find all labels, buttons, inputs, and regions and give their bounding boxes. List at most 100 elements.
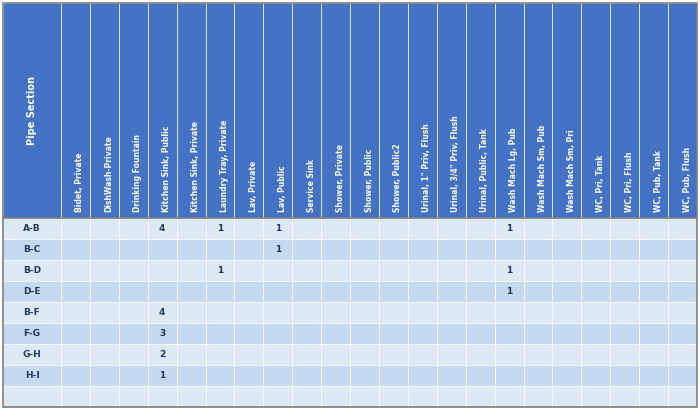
Bar — [119, 281, 148, 302]
Bar — [639, 302, 668, 323]
Bar — [495, 302, 524, 323]
Text: Lav, Public: Lav, Public — [278, 165, 287, 212]
Text: WC, Pub, Tank: WC, Pub, Tank — [654, 150, 663, 212]
Text: Lav, Private: Lav, Private — [249, 161, 258, 212]
Text: 1: 1 — [217, 224, 223, 233]
Bar — [408, 302, 437, 323]
Bar — [524, 386, 552, 407]
Bar — [119, 323, 148, 344]
Bar — [350, 386, 379, 407]
Bar — [495, 239, 524, 260]
Text: Service Sink: Service Sink — [307, 159, 316, 212]
Bar — [119, 260, 148, 281]
Bar — [119, 239, 148, 260]
Bar — [234, 386, 263, 407]
Bar — [552, 281, 582, 302]
Text: Kitchen Sink, Public: Kitchen Sink, Public — [162, 126, 172, 212]
Bar — [61, 218, 90, 239]
Bar — [293, 218, 321, 239]
Bar — [148, 386, 176, 407]
Bar — [582, 323, 610, 344]
Bar — [582, 218, 610, 239]
Bar — [206, 386, 234, 407]
Bar — [495, 323, 524, 344]
Bar — [321, 260, 350, 281]
Bar — [466, 281, 495, 302]
Bar — [321, 344, 350, 365]
Bar — [379, 365, 408, 386]
Bar — [3, 344, 61, 365]
Bar — [379, 386, 408, 407]
Bar — [293, 281, 321, 302]
Bar — [263, 281, 293, 302]
Bar — [293, 3, 321, 218]
Bar — [263, 302, 293, 323]
Bar — [350, 218, 379, 239]
Bar — [234, 323, 263, 344]
Bar — [639, 218, 668, 239]
Bar — [3, 3, 61, 218]
Bar — [408, 365, 437, 386]
Bar — [148, 344, 176, 365]
Bar — [206, 302, 234, 323]
Bar — [437, 302, 466, 323]
Text: Urinal, 1" Priv, Flush: Urinal, 1" Priv, Flush — [422, 123, 431, 212]
Bar — [206, 3, 234, 218]
Bar — [466, 323, 495, 344]
Bar — [610, 323, 639, 344]
Text: Shower, Public: Shower, Public — [365, 149, 374, 212]
Bar — [148, 302, 176, 323]
Bar — [234, 281, 263, 302]
Text: WC, Pub, Flush: WC, Pub, Flush — [682, 147, 692, 212]
Bar — [61, 323, 90, 344]
Bar — [552, 344, 582, 365]
Bar — [639, 386, 668, 407]
Text: Urinal, Public, Tank: Urinal, Public, Tank — [480, 128, 489, 212]
Text: F-G: F-G — [24, 329, 41, 338]
Bar — [524, 3, 552, 218]
Text: B-F: B-F — [24, 308, 41, 317]
Text: H-I: H-I — [25, 371, 39, 380]
Bar — [610, 218, 639, 239]
Bar — [582, 260, 610, 281]
Bar — [3, 239, 61, 260]
Bar — [524, 239, 552, 260]
Bar — [552, 3, 582, 218]
Text: WC, Pri, Flush: WC, Pri, Flush — [624, 151, 634, 212]
Bar — [206, 260, 234, 281]
Text: D-E: D-E — [23, 287, 41, 296]
Bar — [437, 281, 466, 302]
Bar — [3, 218, 61, 239]
Bar — [379, 260, 408, 281]
Bar — [495, 218, 524, 239]
Bar — [408, 218, 437, 239]
Bar — [61, 344, 90, 365]
Bar — [90, 386, 119, 407]
Bar — [552, 239, 582, 260]
Bar — [206, 239, 234, 260]
Text: WC, Pri, Tank: WC, Pri, Tank — [596, 155, 605, 212]
Bar — [495, 260, 524, 281]
Text: B-D: B-D — [23, 266, 41, 275]
Bar — [148, 3, 176, 218]
Bar — [524, 218, 552, 239]
Bar — [437, 260, 466, 281]
Bar — [639, 365, 668, 386]
Text: 4: 4 — [159, 224, 165, 233]
Text: 1: 1 — [274, 224, 281, 233]
Text: Wash Mach Lg, Pub: Wash Mach Lg, Pub — [509, 128, 518, 212]
Bar — [408, 281, 437, 302]
Bar — [408, 239, 437, 260]
Text: Wash Mach Sm, Pub: Wash Mach Sm, Pub — [538, 125, 547, 212]
Bar — [639, 344, 668, 365]
Bar — [610, 239, 639, 260]
Bar — [234, 3, 263, 218]
Bar — [668, 302, 697, 323]
Bar — [668, 3, 697, 218]
Bar — [90, 365, 119, 386]
Bar — [350, 302, 379, 323]
Bar — [176, 386, 206, 407]
Text: Wash Mach Sm, Pri: Wash Mach Sm, Pri — [567, 129, 576, 212]
Bar — [466, 3, 495, 218]
Text: 1: 1 — [274, 245, 281, 254]
